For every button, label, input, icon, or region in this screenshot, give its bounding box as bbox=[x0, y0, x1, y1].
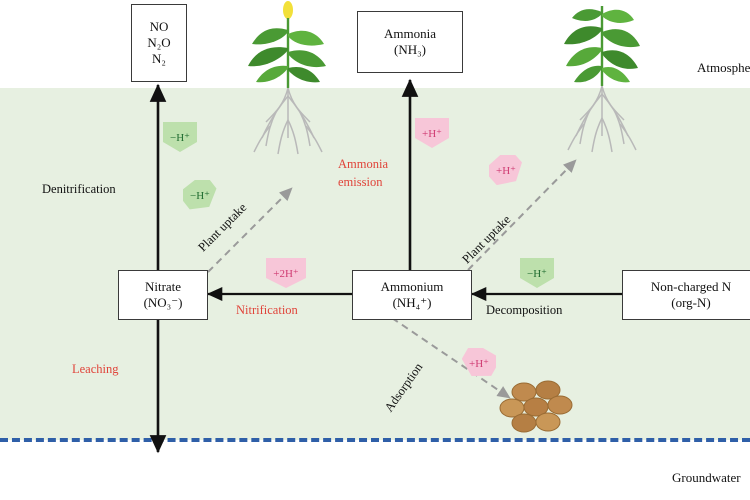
tag-decomposition-h: −H⁺ bbox=[520, 258, 554, 288]
box-gases-line3: N₂ bbox=[152, 51, 166, 67]
label-nitrification: Nitrification bbox=[236, 303, 298, 317]
label-decomposition: Decomposition bbox=[486, 303, 563, 317]
label-ammonia-emission-line2: emission bbox=[338, 175, 383, 189]
groundwater-label: Groundwater bbox=[672, 470, 741, 485]
box-nitrate-line1: Nitrate bbox=[144, 278, 182, 294]
tag-plantuptake-left-h-text: −H⁺ bbox=[190, 189, 210, 202]
tag-adsorption-h: +H⁺ bbox=[462, 348, 496, 378]
groundwater-zone bbox=[0, 440, 750, 500]
tag-ammonia-emission-h: +H⁺ bbox=[415, 118, 449, 148]
shield-shape bbox=[183, 180, 217, 210]
water-table-line bbox=[0, 438, 750, 442]
box-gases-line1: NO bbox=[149, 18, 169, 34]
label-denitrification: Denitrification bbox=[42, 182, 116, 196]
box-gases-line2: N₂O bbox=[147, 34, 171, 50]
shield-shape bbox=[415, 118, 449, 148]
box-noncharged-n-line1: Non-charged N bbox=[650, 278, 732, 294]
tag-denitrification-h-text: −H⁺ bbox=[170, 131, 190, 144]
box-noncharged-n-line2: (org-N) bbox=[671, 295, 711, 310]
label-leaching: Leaching bbox=[72, 362, 119, 376]
box-nitrate-line2: (NO₃⁻) bbox=[143, 295, 183, 310]
box-nitrate: Nitrate (NO₃⁻) bbox=[118, 270, 208, 320]
soil-zone bbox=[0, 88, 750, 440]
tag-decomposition-h-text: −H⁺ bbox=[527, 267, 547, 280]
box-gases: NO N₂O N₂ bbox=[131, 4, 187, 82]
shield-shape bbox=[163, 122, 197, 152]
box-ammonia: Ammonia (NH₃) bbox=[357, 11, 463, 73]
tag-ammonia-emission-h-text: +H⁺ bbox=[422, 127, 442, 140]
box-ammonia-line2: (NH₃) bbox=[394, 42, 426, 57]
tag-denitrification-h: −H⁺ bbox=[163, 122, 197, 152]
tag-nitrification-h: +2H⁺ bbox=[266, 258, 306, 288]
box-ammonium-line1: Ammonium bbox=[380, 278, 444, 294]
box-ammonia-line1: Ammonia bbox=[384, 25, 436, 41]
box-ammonium: Ammonium (NH₄⁺) bbox=[352, 270, 472, 320]
tag-plantuptake-left-h: −H⁺ bbox=[183, 180, 217, 210]
label-ammonia-emission-line1: Ammonia bbox=[338, 157, 388, 171]
atmosphere-label: Atmosphere bbox=[697, 60, 750, 75]
box-ammonium-line2: (NH₄⁺) bbox=[392, 295, 432, 310]
tag-nitrification-h-text: +2H⁺ bbox=[273, 267, 299, 280]
tag-adsorption-h-text: +H⁺ bbox=[469, 357, 489, 370]
tag-plantuptake-right-h-text: +H⁺ bbox=[496, 164, 516, 177]
tag-plantuptake-right-h: +H⁺ bbox=[489, 155, 523, 185]
box-noncharged-n: Non-charged N (org-N) bbox=[622, 270, 750, 320]
